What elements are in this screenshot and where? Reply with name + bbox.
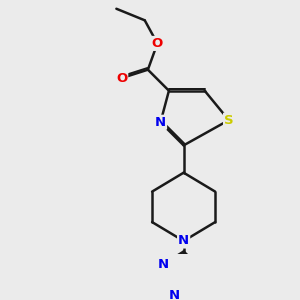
Text: O: O xyxy=(152,37,163,50)
Text: N: N xyxy=(169,289,180,300)
Text: N: N xyxy=(155,116,166,129)
Text: N: N xyxy=(158,258,169,271)
Text: O: O xyxy=(116,72,127,85)
Text: S: S xyxy=(224,114,234,127)
Text: N: N xyxy=(178,235,189,248)
